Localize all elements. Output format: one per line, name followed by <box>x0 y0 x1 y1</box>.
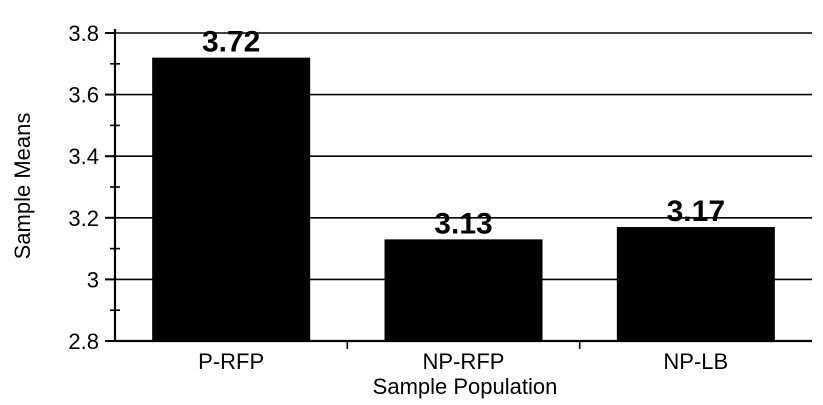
data-label-np-lb: 3.17 <box>667 195 725 228</box>
y-tick-label: 2.8 <box>68 329 99 354</box>
bar-np-lb <box>616 227 775 341</box>
data-labels: 3.72 3.13 3.17 <box>202 26 725 241</box>
bar-p-rfp <box>152 57 311 341</box>
category-labels: P-RFP NP-RFP NP-LB <box>198 349 728 374</box>
data-label-np-rfp: 3.13 <box>434 207 492 240</box>
x-axis-title: Sample Population <box>373 374 558 399</box>
bars <box>152 57 775 341</box>
bar-np-rfp <box>384 239 543 341</box>
x-axis-ticks <box>346 341 581 349</box>
y-axis-title: Sample Means <box>10 113 35 260</box>
axes <box>113 29 812 343</box>
data-label-p-rfp: 3.72 <box>202 26 260 59</box>
category-label-np-rfp: NP-RFP <box>423 349 505 374</box>
category-label-np-lb: NP-LB <box>663 349 728 374</box>
y-tick-label: 3.6 <box>68 83 99 108</box>
y-tick-label: 3.2 <box>68 206 99 231</box>
y-tick-label: 3 <box>87 267 99 292</box>
y-tick-label: 3.8 <box>68 21 99 46</box>
y-tick-label: 3.4 <box>68 144 99 169</box>
y-axis-ticks: 2.8 3 3.2 3.4 3.6 3.8 <box>68 21 120 354</box>
category-label-p-rfp: P-RFP <box>198 349 264 374</box>
